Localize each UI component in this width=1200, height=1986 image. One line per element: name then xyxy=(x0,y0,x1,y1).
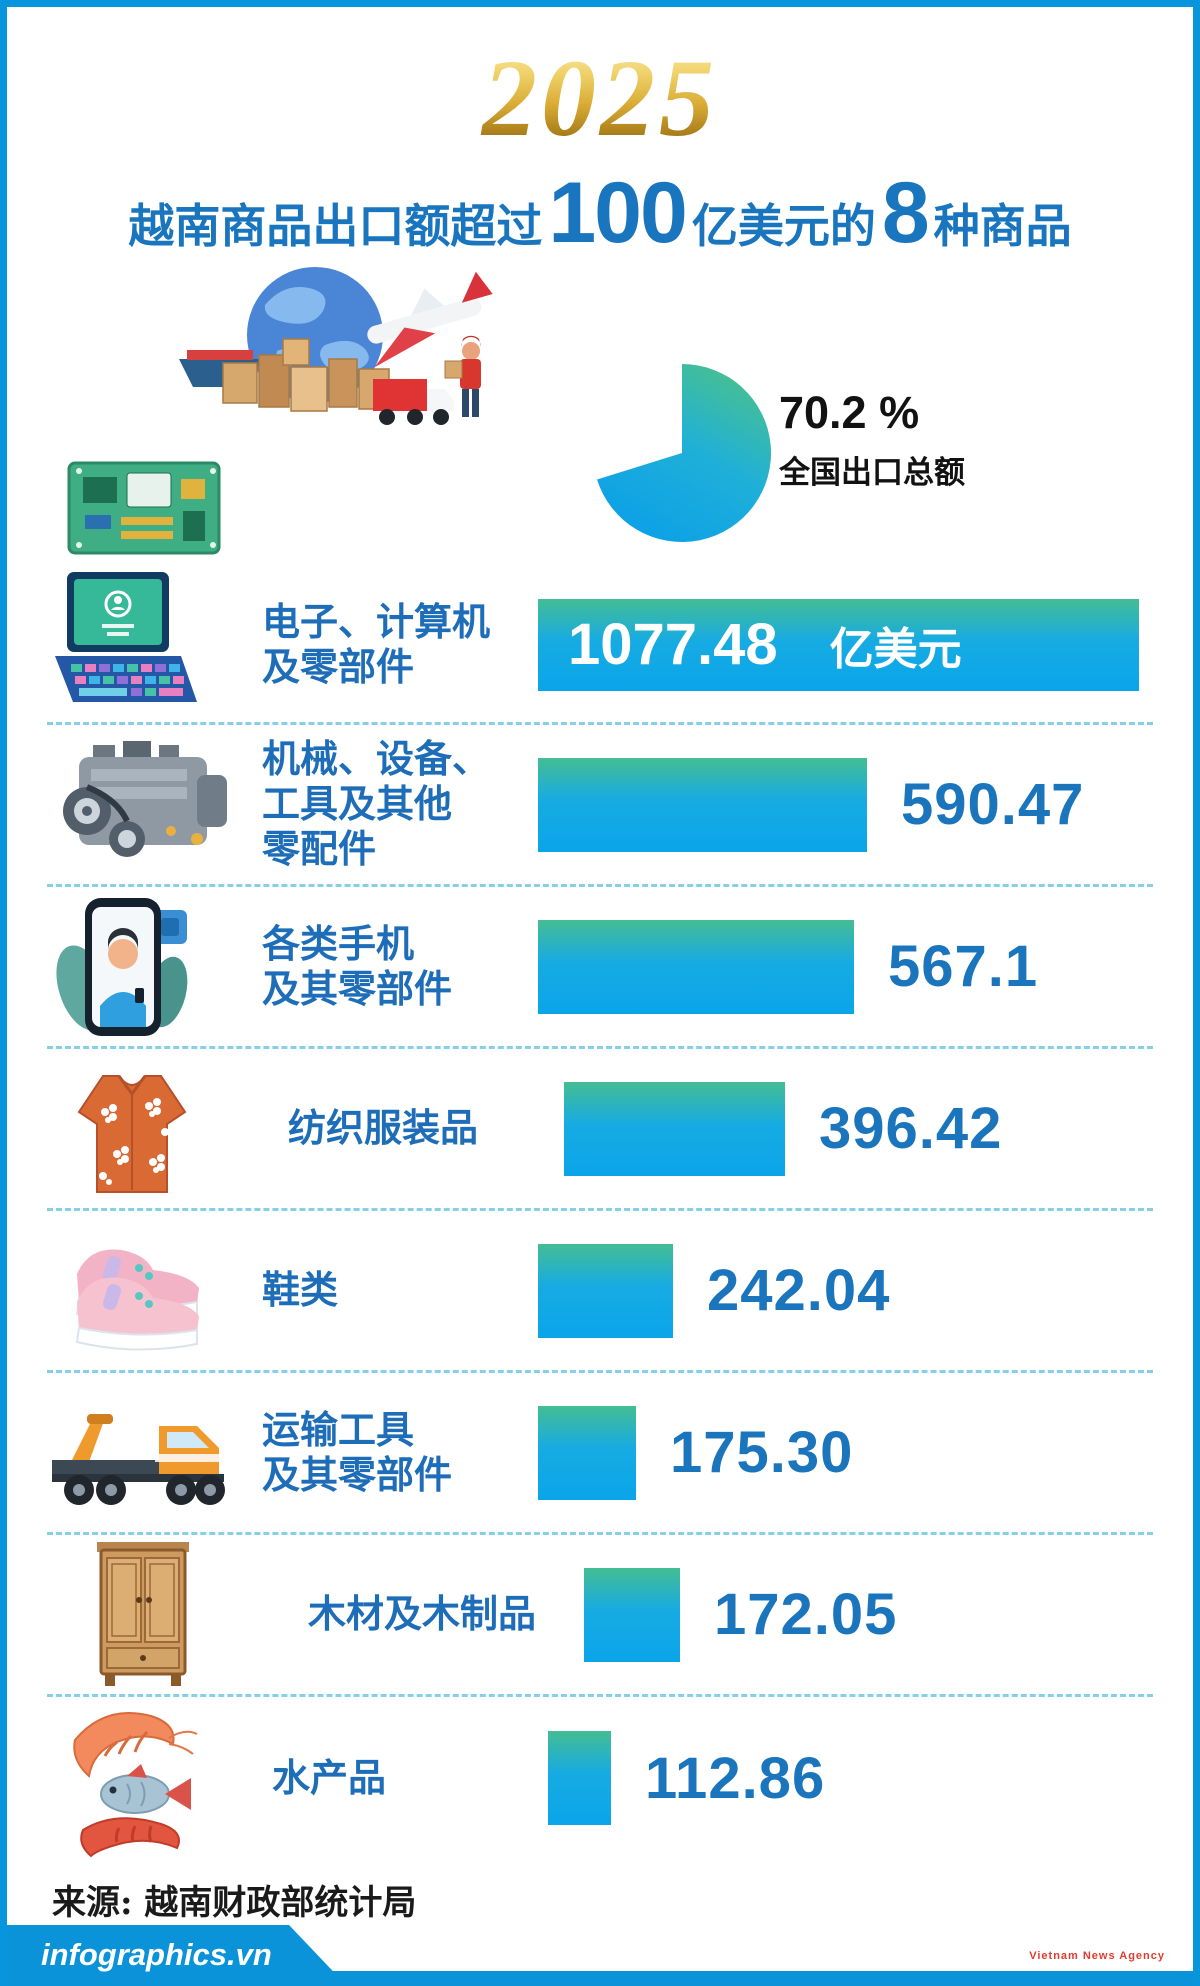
export-value: 172.05 xyxy=(714,1582,898,1647)
product-row-machinery: 机械、设备、 工具及其他 零配件 590.47 xyxy=(47,725,1153,887)
export-value-bar: 1077.48 亿美元 xyxy=(538,598,1139,691)
export-share-percent: 70.2 % xyxy=(779,387,920,438)
wardrobe-icon xyxy=(47,1540,308,1690)
title-number-8: 8 xyxy=(881,165,930,261)
export-value: 1077.48 xyxy=(568,612,778,677)
export-value-bar xyxy=(584,1567,680,1662)
export-value: 590.47 xyxy=(901,772,1085,837)
title-text-pre: 越南商品出口额超过 xyxy=(128,200,543,252)
shirt-icon xyxy=(47,1060,288,1198)
source-note: 来源: 越南财政部统计局 xyxy=(52,1883,417,1923)
export-value-bar xyxy=(538,757,867,852)
engine-icon xyxy=(47,739,262,871)
export-value-bar xyxy=(538,1405,636,1500)
product-label: 纺织服装品 xyxy=(288,1105,479,1151)
circuit-board-icon xyxy=(67,459,227,564)
export-share-label: 全国出口总额 xyxy=(779,455,965,491)
title-text-post: 种商品 xyxy=(933,200,1072,252)
product-label: 木材及木制品 xyxy=(308,1591,537,1637)
global-trade-illustration xyxy=(165,255,515,450)
title-number-100: 100 xyxy=(548,165,687,261)
footer-bar: infographics.vn Vietnam News Agency xyxy=(7,1925,1193,1986)
product-row-wood: 木材及木制品 172.05 xyxy=(47,1535,1153,1697)
export-value: 112.86 xyxy=(645,1745,826,1811)
product-label: 机械、设备、 工具及其他 零配件 xyxy=(262,736,491,871)
unit-label: 亿美元 xyxy=(829,624,962,674)
product-label: 各类手机 及其零部件 xyxy=(262,920,453,1011)
product-label: 运输工具 及其零部件 xyxy=(262,1406,453,1497)
product-row-electronics: 电子、计算机 及零部件 1077.48 亿美元 xyxy=(47,567,1153,725)
export-value-bar xyxy=(564,1081,785,1176)
product-row-seafood: 水产品 112.86 xyxy=(47,1697,1153,1859)
product-row-phones: 各类手机 及其零部件 567.1 xyxy=(47,887,1153,1049)
laptop-icon xyxy=(47,571,262,718)
brand-logo: infographics.vn xyxy=(41,1937,272,1972)
title-text-mid: 亿美元的 xyxy=(691,200,876,252)
product-label: 鞋类 xyxy=(262,1267,339,1313)
pie-chart xyxy=(597,364,771,542)
smartphone-icon xyxy=(47,892,262,1042)
agency-credit: Vietnam News Agency xyxy=(1029,1950,1165,1962)
product-row-transport: 运输工具 及其零部件 175.30 xyxy=(47,1373,1153,1535)
export-value-bar xyxy=(538,919,854,1014)
tow-truck-icon xyxy=(47,1392,262,1514)
sneakers-icon xyxy=(47,1230,262,1352)
export-bar-chart: 电子、计算机 及零部件 1077.48 亿美元 xyxy=(7,567,1193,1859)
product-label: 电子、计算机 及零部件 xyxy=(262,598,491,689)
product-row-textiles: 纺织服装品 396.42 xyxy=(47,1049,1153,1211)
export-value-bar xyxy=(538,1243,673,1338)
export-value: 396.42 xyxy=(819,1096,1003,1161)
export-value: 567.1 xyxy=(888,934,1039,999)
year-title: 2025 xyxy=(7,35,1193,162)
product-label: 水产品 xyxy=(272,1754,387,1800)
page-title: 越南商品出口额超过100 亿美元的8 种商品 xyxy=(7,170,1193,256)
export-value: 175.30 xyxy=(670,1420,854,1485)
export-value-bar xyxy=(548,1731,611,1825)
export-value: 242.04 xyxy=(707,1258,891,1323)
brand-block xyxy=(7,1925,347,1986)
product-row-footwear: 鞋类 242.04 xyxy=(47,1211,1153,1373)
seafood-icon xyxy=(47,1698,272,1858)
